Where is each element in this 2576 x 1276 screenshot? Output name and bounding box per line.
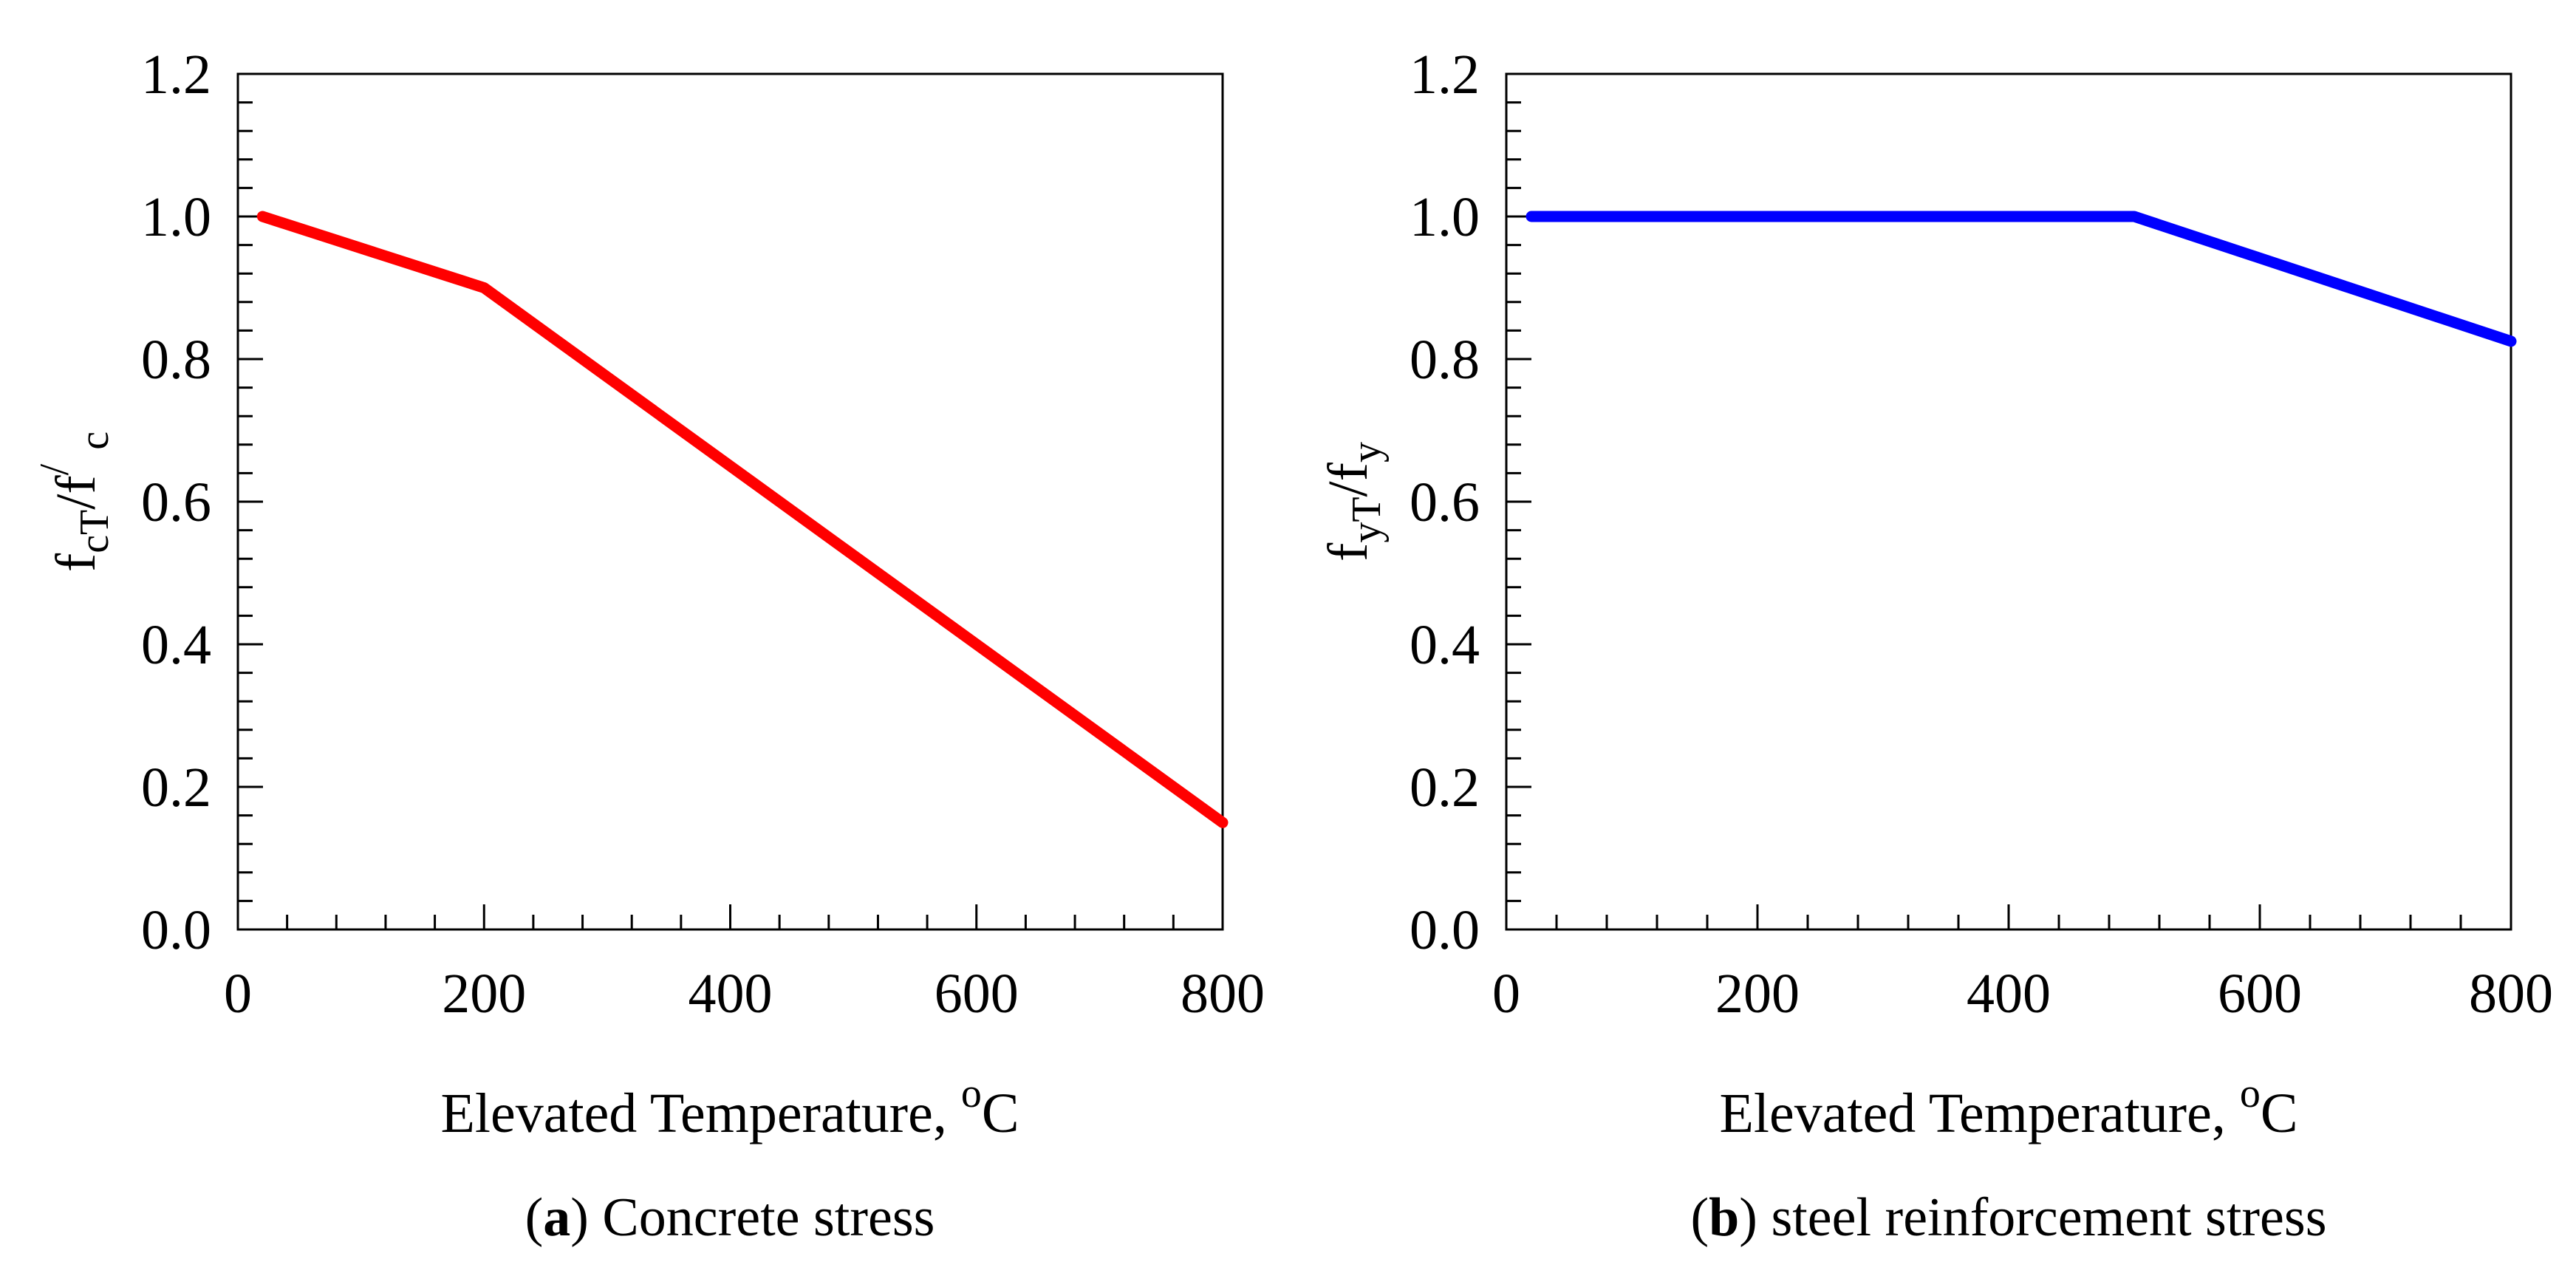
y-tick-label: 0.4 [141, 614, 211, 676]
data-point-concrete [479, 282, 490, 293]
x-tick-label: 200 [442, 963, 526, 1025]
y-tick-label: 0.4 [1410, 614, 1480, 676]
plot-frame [1505, 72, 2512, 931]
tick-labels: 0 200 400 600 800 0.0 0.2 0.4 0.6 0.8 1.0 1.2 [141, 44, 1265, 1025]
chart-steel-reinforcement-stress: 0 200 400 600 800 0.0 0.2 0.4 0.6 0.8 1.0 1.2 fyT/f… [1317, 44, 2553, 1248]
y-tick-label: 0.0 [141, 899, 211, 961]
y-axis-label: fyT/fy [1317, 442, 1390, 562]
data-point-steel [2129, 211, 2139, 222]
y-tick-label: 0.2 [1410, 757, 1480, 819]
x-tick-label: 200 [1715, 963, 1800, 1025]
data-point-steel [1526, 211, 1537, 222]
x-axis-label: Elevated Temperature, oC [1719, 1071, 2297, 1144]
plot-frame [236, 72, 1224, 931]
series-lines [1526, 211, 2517, 347]
y-tick-label: 0.2 [141, 757, 211, 819]
axis-ticks [1506, 101, 2462, 929]
panel-caption: (a) Concrete stress [525, 1187, 935, 1248]
data-point-steel [2506, 335, 2516, 347]
axis-ticks [238, 101, 1175, 929]
series-lines [256, 211, 1229, 828]
y-tick-label: 1.2 [1410, 44, 1480, 106]
x-tick-label: 0 [224, 963, 252, 1025]
y-tick-label: 0.8 [141, 329, 211, 391]
y-axis-label: fcT/f/ c [32, 431, 117, 572]
x-axis-label: Elevated Temperature, oC [440, 1071, 1019, 1144]
x-tick-label: 800 [1181, 963, 1265, 1025]
tick-labels: 0 200 400 600 800 0.0 0.2 0.4 0.6 0.8 1.0 1.2 [1410, 44, 2553, 1025]
x-tick-label: 400 [689, 963, 773, 1025]
data-point-concrete [1217, 817, 1228, 828]
data-point-concrete [257, 211, 268, 222]
panel-caption: (b) steel reinforcement stress [1690, 1187, 2326, 1248]
y-tick-label: 0.6 [1410, 471, 1480, 533]
x-tick-label: 600 [935, 963, 1019, 1025]
x-tick-label: 400 [1967, 963, 2051, 1025]
x-tick-label: 0 [1492, 963, 1520, 1025]
y-tick-label: 0.8 [1410, 329, 1480, 391]
y-tick-label: 0.0 [1410, 899, 1480, 961]
chart-concrete-stress: 0 200 400 600 800 0.0 0.2 0.4 0.6 0.8 1.0 1.2 fcT/f… [32, 44, 1265, 1248]
y-tick-label: 0.6 [141, 471, 211, 533]
y-tick-label: 1.0 [141, 186, 211, 248]
series-line-concrete [256, 211, 1229, 828]
x-tick-label: 600 [2218, 963, 2302, 1025]
series-line-steel [1526, 211, 2517, 347]
y-tick-label: 1.2 [141, 44, 211, 106]
y-tick-label: 1.0 [1410, 186, 1480, 248]
x-tick-label: 800 [2469, 963, 2553, 1025]
